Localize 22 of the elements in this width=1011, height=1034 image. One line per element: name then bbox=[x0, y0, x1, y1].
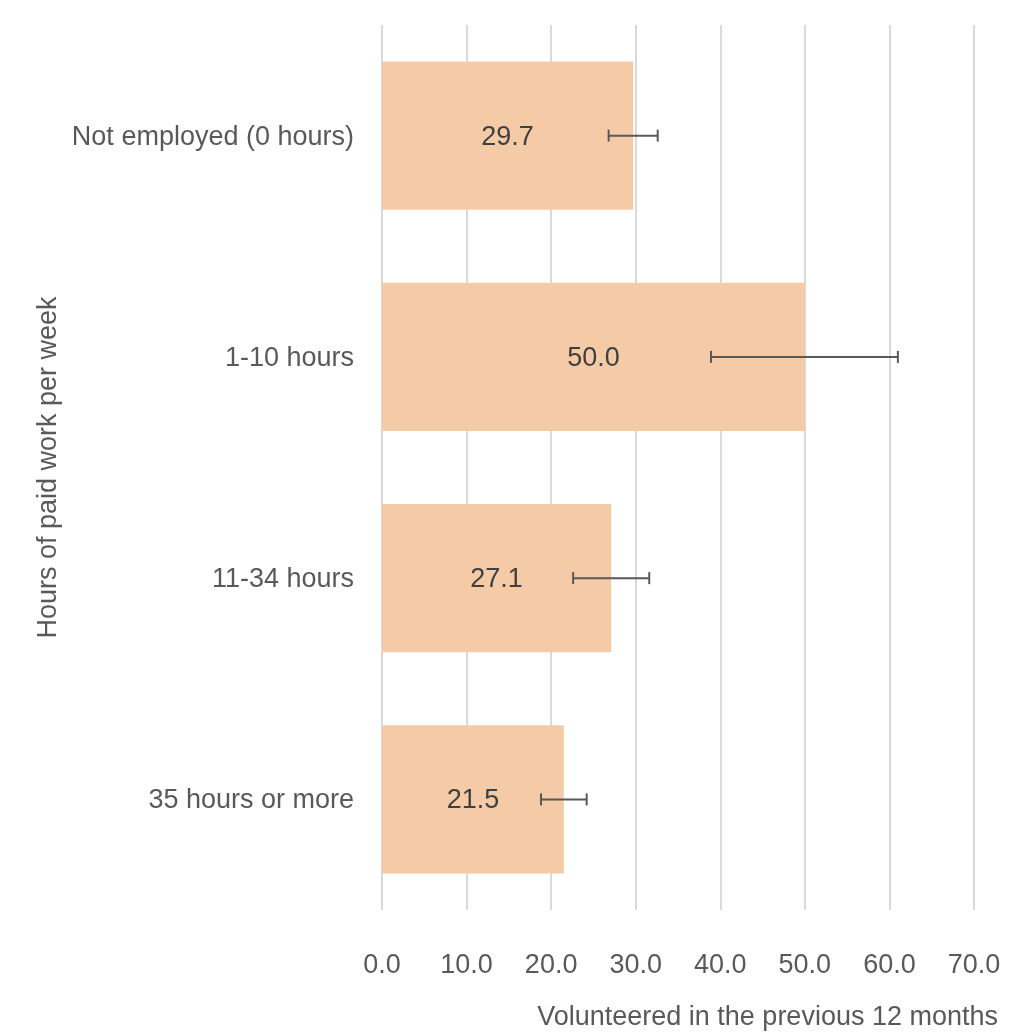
bar bbox=[382, 504, 612, 653]
x-tick-label: 20.0 bbox=[524, 948, 578, 979]
x-axis-title: Volunteered in the previous 12 months bbox=[537, 1000, 998, 1031]
data-label: 27.1 bbox=[470, 563, 523, 594]
bar bbox=[382, 61, 634, 210]
x-tick-label: 60.0 bbox=[863, 948, 916, 979]
x-tick-label: 50.0 bbox=[778, 948, 832, 979]
x-tick-label: 30.0 bbox=[609, 948, 662, 979]
data-label: 21.5 bbox=[446, 784, 500, 815]
bar bbox=[382, 282, 805, 431]
y-axis-title: Hours of paid work per week bbox=[32, 295, 63, 639]
y-tick-label: 11-34 hours bbox=[211, 563, 354, 594]
data-label: 50.0 bbox=[567, 341, 620, 372]
y-tick-label: 1-10 hours bbox=[224, 341, 354, 372]
y-tick-label: Not employed (0 hours) bbox=[71, 120, 354, 151]
x-tick-label: 70.0 bbox=[947, 948, 1001, 979]
y-tick-label: 35 hours or more bbox=[148, 784, 354, 815]
x-tick-label: 40.0 bbox=[694, 948, 747, 979]
x-tick-label: 0.0 bbox=[363, 948, 401, 979]
x-tick-label: 10.0 bbox=[440, 948, 493, 979]
data-label: 29.7 bbox=[481, 120, 534, 151]
bar bbox=[382, 725, 564, 874]
